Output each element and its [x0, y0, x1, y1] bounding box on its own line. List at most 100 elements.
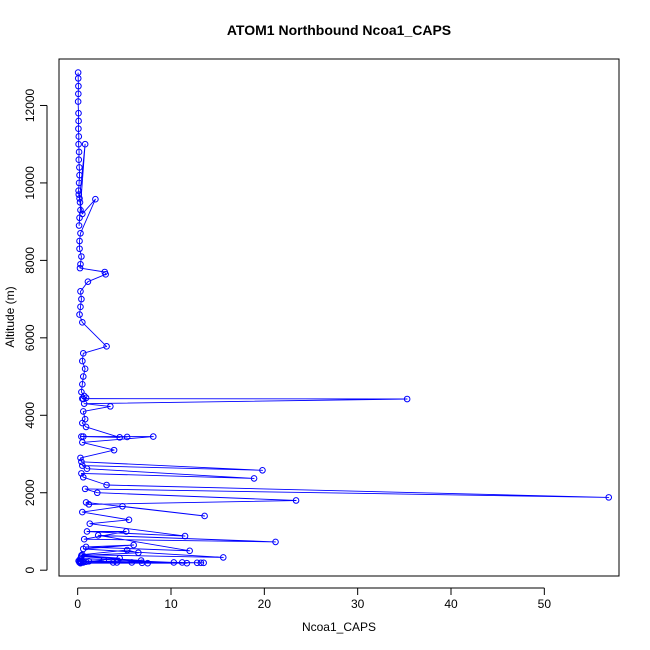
data-point	[109, 559, 117, 566]
y-axis: 0 2000 4000 6000 8000 10000 12000	[23, 88, 48, 574]
y-tick-label: 10000	[23, 166, 37, 200]
data-point	[75, 133, 83, 140]
data-point	[75, 179, 83, 187]
data-point	[122, 528, 130, 535]
data-point	[74, 75, 82, 82]
y-tick-label: 2000	[23, 479, 37, 506]
data-point	[79, 210, 86, 218]
data-point	[403, 395, 411, 403]
data-point	[77, 454, 84, 462]
data-point	[78, 295, 85, 303]
series-points	[74, 69, 613, 567]
data-point	[76, 559, 83, 566]
data-point	[186, 547, 193, 555]
data-point	[605, 494, 613, 501]
data-point	[77, 303, 84, 311]
data-point	[76, 311, 83, 318]
x-tick-label: 0	[74, 597, 81, 611]
data-point	[272, 538, 279, 546]
data-point	[75, 82, 82, 90]
data-point	[76, 264, 84, 272]
x-axis-label: Ncoa1_CAPS	[302, 620, 376, 634]
data-point	[103, 481, 110, 489]
data-point	[128, 559, 136, 566]
series-line	[77, 72, 610, 564]
y-axis-label: Altitude (m)	[3, 286, 17, 347]
data-point	[125, 516, 133, 524]
data-point	[79, 381, 86, 388]
data-point	[77, 206, 84, 214]
data-point	[79, 508, 86, 516]
data-point	[76, 164, 83, 171]
data-point	[76, 237, 83, 245]
data-point	[181, 532, 189, 540]
data-point	[86, 520, 94, 528]
y-tick-label: 0	[23, 567, 37, 574]
x-tick-label: 20	[258, 597, 272, 611]
chart-title: ATOM1 Northbound Ncoa1_CAPS	[227, 22, 451, 38]
data-point	[135, 549, 142, 557]
y-tick-label: 12000	[23, 88, 37, 122]
data-point	[84, 278, 92, 285]
data-point	[83, 528, 91, 535]
data-point	[79, 350, 87, 357]
series-lines	[77, 72, 610, 564]
data-point	[77, 260, 84, 268]
data-point	[78, 458, 85, 466]
data-point	[102, 271, 109, 278]
data-point	[79, 373, 87, 380]
data-point	[75, 109, 82, 117]
data-point	[113, 559, 121, 566]
data-point	[75, 140, 82, 148]
data-point	[83, 465, 91, 473]
data-point	[107, 403, 114, 410]
data-point	[79, 462, 86, 469]
data-point	[138, 559, 146, 567]
data-point	[170, 559, 178, 566]
data-point	[110, 446, 118, 454]
data-point	[81, 365, 89, 373]
data-point	[82, 499, 90, 506]
data-point	[201, 512, 208, 520]
data-point	[292, 497, 300, 504]
data-point	[123, 433, 131, 441]
data-point	[76, 245, 83, 253]
data-point	[100, 556, 108, 564]
y-tick-label: 6000	[23, 324, 37, 351]
data-point	[75, 156, 83, 163]
data-point	[79, 473, 87, 481]
data-point	[119, 502, 126, 510]
data-point	[79, 357, 86, 365]
data-point	[75, 191, 83, 198]
x-axis: 0 10 20 30 40 50	[74, 587, 551, 611]
data-point	[123, 546, 131, 554]
data-point	[79, 419, 86, 427]
data-point	[78, 470, 85, 477]
x-tick-label: 30	[351, 597, 365, 611]
data-point	[82, 423, 90, 431]
data-point	[75, 90, 82, 98]
y-tick-label: 8000	[23, 247, 37, 274]
data-point	[93, 489, 101, 497]
data-point	[92, 195, 99, 203]
data-point	[130, 541, 137, 549]
y-tick-label: 4000	[23, 402, 37, 429]
data-point	[75, 222, 83, 229]
data-point	[259, 466, 266, 474]
data-point	[81, 485, 89, 493]
data-point	[79, 319, 86, 326]
data-point	[75, 187, 82, 194]
data-point	[79, 559, 87, 566]
data-point	[74, 98, 82, 105]
x-tick-label: 40	[444, 597, 458, 611]
data-point	[103, 343, 110, 350]
data-point	[75, 117, 82, 125]
data-point	[76, 171, 83, 179]
data-point	[219, 554, 227, 561]
data-point	[78, 253, 85, 260]
data-point	[200, 559, 207, 567]
data-point	[197, 559, 205, 567]
data-point	[76, 195, 83, 202]
